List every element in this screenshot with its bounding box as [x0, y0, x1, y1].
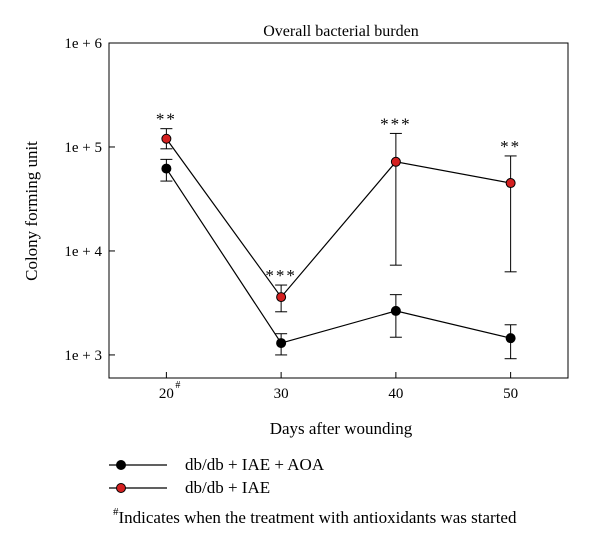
series-1 — [160, 128, 517, 313]
x-tick-label: 50 — [503, 386, 518, 402]
x-tick-footnote-mark: # — [175, 380, 180, 391]
x-tick-label: 20 — [159, 386, 174, 402]
legend-label: db/db + IAE + AOA — [185, 455, 325, 474]
series-line — [165, 138, 511, 299]
data-point — [505, 178, 516, 189]
footnote: #Indicates when the treatment with antio… — [113, 506, 517, 528]
data-point — [276, 292, 287, 303]
y-tick-label: 1e + 5 — [64, 140, 102, 156]
legend-marker — [116, 483, 126, 493]
footnote-text: Indicates when the treatment with antiox… — [118, 508, 517, 527]
data-point — [390, 156, 401, 167]
x-axis-ticks: 20#30 40 50 — [159, 372, 518, 402]
data-point — [276, 338, 287, 349]
annotation-layer: ********** — [156, 110, 521, 285]
significance-marker: ** — [500, 137, 521, 156]
y-tick-label: 1e + 6 — [64, 36, 102, 52]
legend-label: db/db + IAE — [185, 478, 270, 497]
x-axis-label: Days after wounding — [270, 419, 413, 438]
series-layer — [160, 128, 517, 360]
data-point — [161, 133, 172, 144]
x-tick-label: 30 — [274, 386, 289, 402]
x-tick-label: 40 — [388, 386, 403, 402]
y-tick-label: 1e + 3 — [64, 348, 102, 364]
series-0 — [160, 158, 517, 360]
chart-title: Overall bacterial burden — [263, 23, 418, 40]
y-axis-ticks: 1e + 3 1e + 4 1e + 5 1e + 6 — [64, 36, 115, 364]
plot-area-frame — [108, 42, 569, 379]
legend-marker — [116, 460, 126, 470]
legend: db/db + IAE + AOA db/db + IAE — [109, 455, 325, 497]
y-axis-label: Colony forming unit — [22, 141, 41, 281]
footnote-mark: # — [113, 506, 119, 518]
significance-marker: *** — [380, 114, 412, 133]
significance-marker: *** — [265, 266, 297, 285]
data-point — [505, 333, 516, 344]
y-tick-label: 1e + 4 — [64, 244, 102, 260]
series-line — [165, 168, 511, 344]
data-point — [390, 305, 401, 316]
significance-marker: ** — [156, 110, 177, 129]
data-point — [161, 163, 172, 174]
